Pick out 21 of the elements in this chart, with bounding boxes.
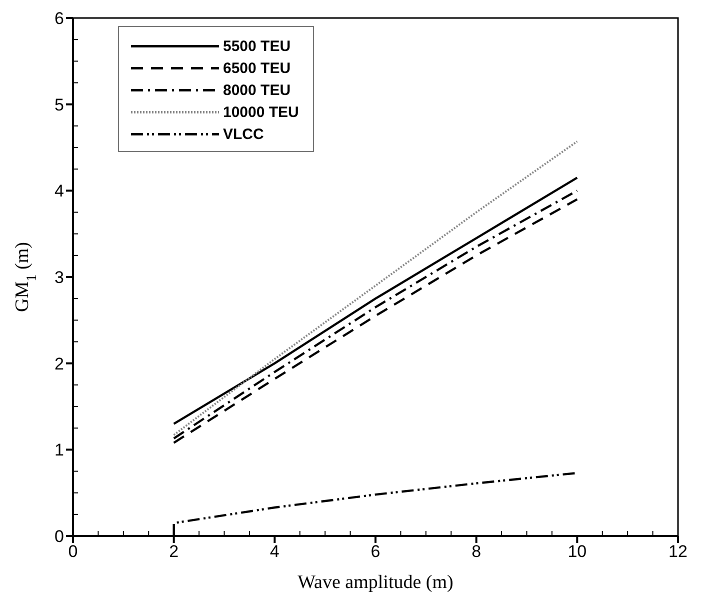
x-tick-label: 6 [370, 542, 380, 562]
x-tick-label: 2 [169, 542, 179, 562]
x-tick-label: 4 [270, 542, 280, 562]
legend-label: 5500 TEU [223, 38, 291, 54]
x-tick-label: 0 [68, 542, 78, 562]
y-tick-label: 0 [54, 527, 64, 546]
y-tick-label: 2 [54, 354, 64, 374]
legend-label: 6500 TEU [223, 60, 291, 76]
x-axis-title: Wave amplitude (m) [298, 572, 454, 593]
legend-label: 10000 TEU [223, 104, 299, 120]
x-tick-label: 10 [568, 542, 587, 562]
y-tick-label: 3 [54, 268, 64, 288]
y-tick-label: 4 [54, 182, 64, 201]
x-tick-label: 8 [472, 542, 482, 562]
line-series [172, 140, 578, 436]
legend-label: VLCC [223, 126, 264, 142]
y-tick-label: 6 [54, 9, 64, 28]
x-tick-label: 12 [668, 542, 688, 562]
y-tick-label: 1 [54, 440, 64, 460]
legend-label: 8000 TEU [223, 82, 291, 98]
y-tick-label: 5 [54, 95, 64, 114]
